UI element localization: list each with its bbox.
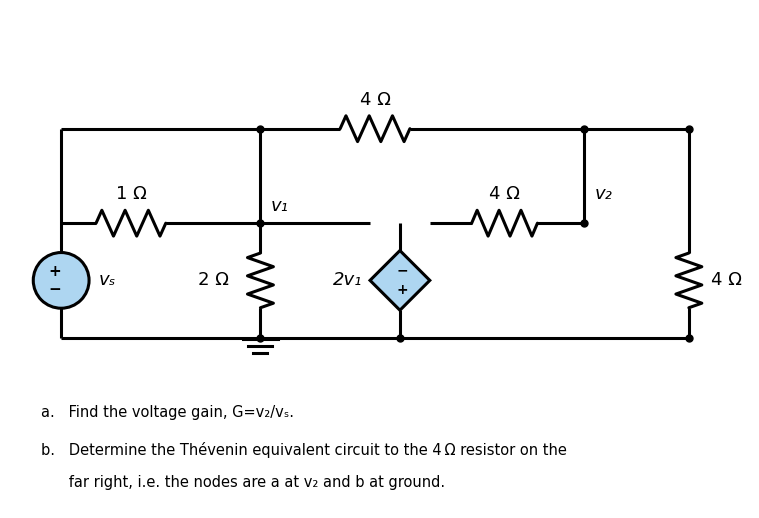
Text: far right, i.e. the nodes are a at v₂ and b at ground.: far right, i.e. the nodes are a at v₂ an… <box>41 475 446 490</box>
Text: b.   Determine the Thévenin equivalent circuit to the 4 Ω resistor on the: b. Determine the Thévenin equivalent cir… <box>41 442 567 458</box>
Text: 1 Ω: 1 Ω <box>115 185 146 203</box>
Text: v₂: v₂ <box>594 185 612 203</box>
Polygon shape <box>370 251 430 310</box>
Text: 4 Ω: 4 Ω <box>360 91 390 109</box>
Text: −: − <box>396 264 408 278</box>
Text: 4 Ω: 4 Ω <box>489 185 520 203</box>
Text: v₁: v₁ <box>270 197 288 215</box>
Text: −: − <box>49 282 61 297</box>
Text: 2 Ω: 2 Ω <box>197 271 228 290</box>
Text: +: + <box>396 283 408 297</box>
Text: 4 Ω: 4 Ω <box>710 271 742 290</box>
Text: a.   Find the voltage gain, G=v₂/vₛ.: a. Find the voltage gain, G=v₂/vₛ. <box>41 405 294 420</box>
Text: 2v₁: 2v₁ <box>332 271 362 290</box>
Text: vₛ: vₛ <box>99 271 116 290</box>
Text: +: + <box>49 264 61 279</box>
Circle shape <box>33 253 89 308</box>
